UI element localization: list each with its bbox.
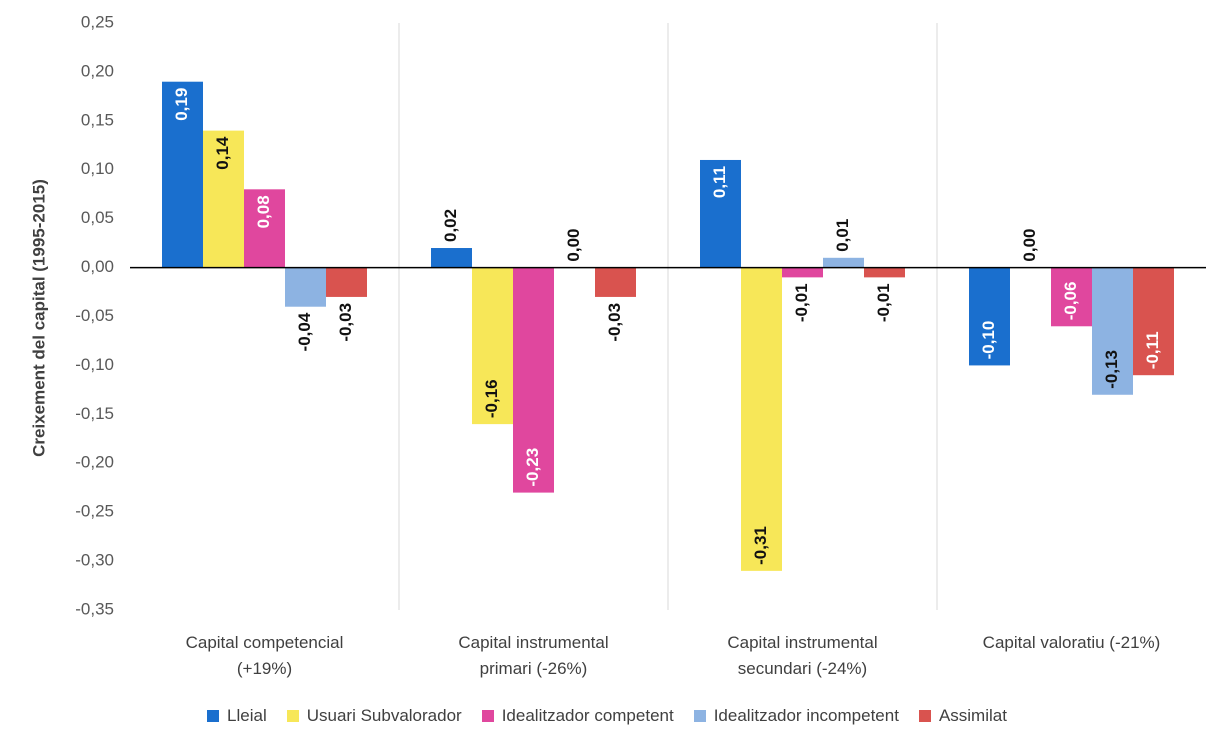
legend-item: Lleial: [207, 706, 267, 726]
bar: [1051, 267, 1092, 327]
legend-label: Lleial: [227, 706, 267, 725]
legend-swatch: [918, 710, 931, 722]
x-tick-label: Capital instrumental primari (-26%): [458, 633, 609, 678]
value-label: -0,11: [1143, 331, 1162, 369]
value-label: 0,11: [710, 166, 729, 198]
x-tick-label: Capital instrumental secundari (-24%): [727, 633, 878, 678]
value-label: -0,06: [1061, 282, 1080, 321]
y-tick-label: 0,15: [81, 110, 114, 129]
bar: [162, 81, 203, 268]
y-tick-label: -0,15: [75, 404, 114, 423]
value-label: -0,23: [523, 448, 542, 487]
value-label: 0,00: [564, 228, 583, 261]
bar: [285, 267, 326, 307]
value-label: -0,31: [751, 526, 770, 565]
legend-label: Usuari Subvalorador: [306, 706, 462, 725]
y-axis-label: Creixement del capital (1995-2015): [29, 179, 48, 457]
bar: [244, 189, 285, 268]
bar: [431, 248, 472, 268]
x-tick-label: Capital valoratiu (-21%): [982, 633, 1161, 652]
bar: [203, 130, 244, 268]
x-tick-label: Capital competencial (+19%): [185, 633, 344, 678]
legend-label: Assimilat: [938, 706, 1007, 725]
value-label: -0,01: [874, 283, 893, 322]
legend-item: Usuari Subvalorador: [286, 706, 462, 726]
y-tick-label: 0,20: [81, 61, 114, 80]
bar: [326, 267, 367, 297]
bar: [864, 267, 905, 278]
bar: [1133, 267, 1174, 376]
bar: [700, 159, 741, 268]
value-label: -0,01: [792, 283, 811, 322]
y-tick-label: -0,25: [75, 502, 114, 521]
value-label: 0,01: [833, 219, 852, 252]
bar: [782, 267, 823, 278]
legend-item: Idealitzador competent: [481, 706, 674, 726]
bar: [513, 267, 554, 493]
y-tick-label: -0,20: [75, 453, 114, 472]
value-label: -0,04: [295, 312, 314, 351]
value-label: -0,10: [979, 321, 998, 360]
legend-swatch: [481, 710, 494, 722]
y-tick-label: 0,10: [81, 159, 114, 178]
value-label: 0,00: [1020, 228, 1039, 261]
value-label: -0,03: [336, 303, 355, 342]
bar: [595, 267, 636, 297]
bar: [823, 257, 864, 268]
legend-item: Idealitzador incompetent: [693, 706, 899, 726]
legend: Lleial Usuari Subvalorador Idealitzador co…: [0, 706, 1214, 726]
value-label: -0,03: [605, 303, 624, 342]
bar: [1092, 267, 1133, 395]
value-label: -0,13: [1102, 350, 1121, 389]
value-label: 0,02: [441, 209, 460, 242]
value-label: -0,16: [482, 379, 501, 418]
value-label: 0,19: [172, 88, 191, 121]
y-tick-label: 0,00: [81, 257, 114, 276]
y-tick-label: -0,35: [75, 599, 114, 618]
legend-label: Idealitzador competent: [501, 706, 674, 725]
bar: [741, 267, 782, 571]
chart: Creixement del capital (1995-2015) -0,35…: [29, 12, 1206, 618]
y-tick-label: 0,25: [81, 12, 114, 31]
legend-swatch: [207, 710, 220, 722]
bar: [472, 267, 513, 425]
legend-swatch: [693, 710, 706, 722]
value-label: 0,14: [213, 136, 232, 170]
legend-swatch: [286, 710, 299, 722]
y-tick-label: 0,05: [81, 208, 114, 227]
y-tick-label: -0,05: [75, 306, 114, 325]
value-label: 0,08: [254, 195, 273, 228]
bar: [969, 267, 1010, 366]
y-tick-label: -0,10: [75, 355, 114, 374]
legend-label: Idealitzador incompetent: [713, 706, 899, 725]
legend-item: Assimilat: [918, 706, 1007, 726]
y-tick-label: -0,30: [75, 551, 114, 570]
